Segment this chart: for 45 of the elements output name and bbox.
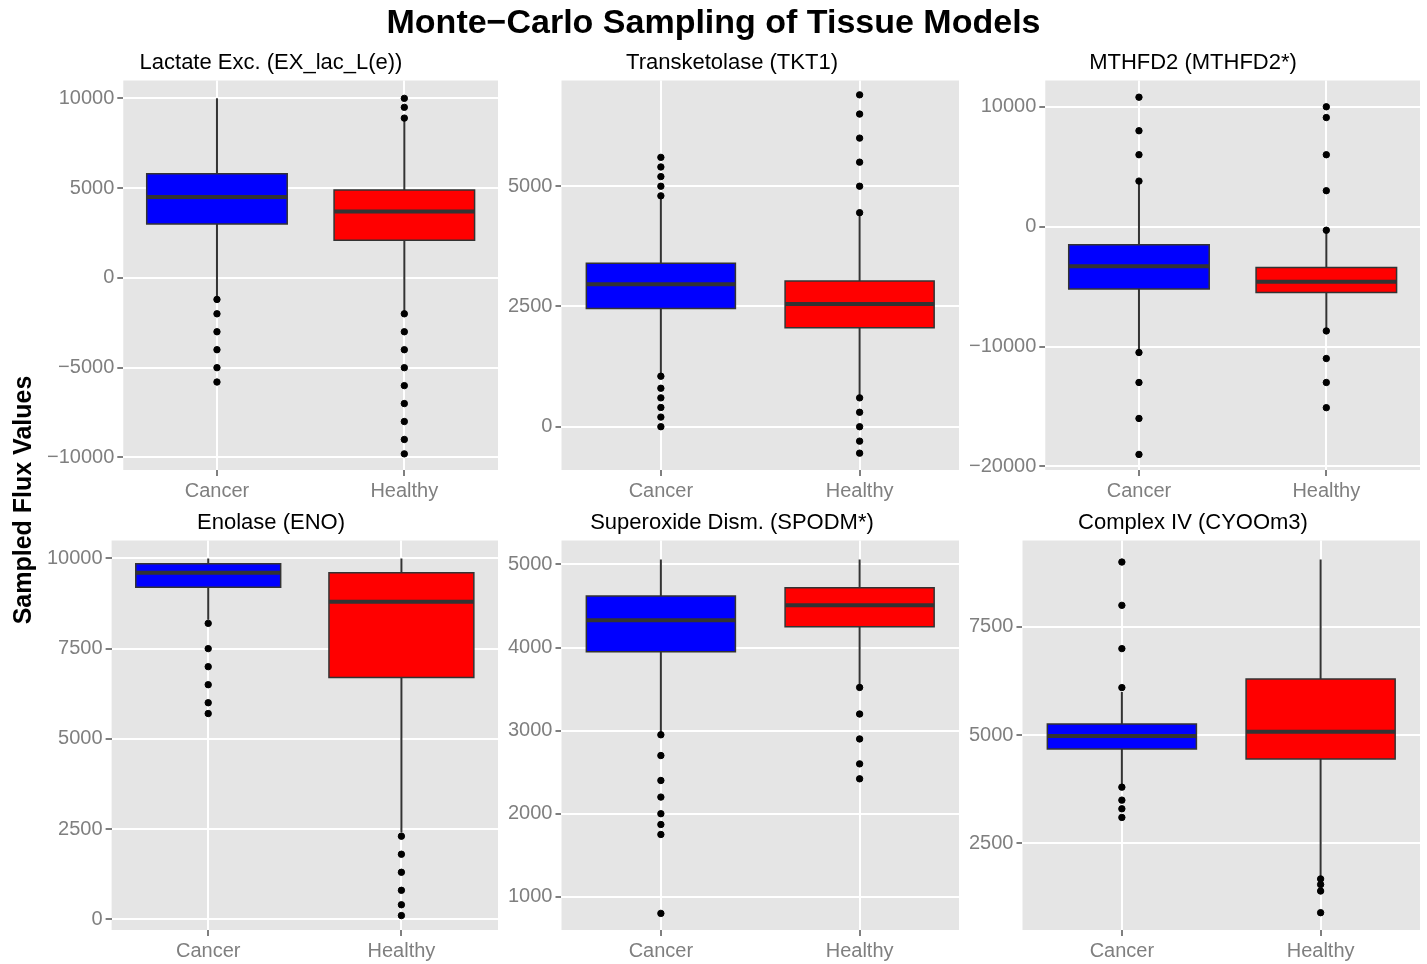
y-tick-label: −10000 — [47, 444, 115, 467]
y-tick-label: 4000 — [507, 635, 553, 658]
y-tick-label: 3000 — [507, 718, 553, 741]
x-tick-label: Cancer — [628, 938, 694, 961]
y-tick-label: 5000 — [507, 552, 553, 575]
x-tick-label: Cancer — [1106, 478, 1172, 501]
y-tick-label: 10000 — [58, 85, 115, 108]
chart-title: Enolase (ENO) — [197, 509, 345, 535]
y-tick-label: 10000 — [980, 94, 1037, 117]
x-tick-label: Healthy — [825, 938, 894, 961]
y-tick-label: 2000 — [507, 801, 553, 824]
y-tick-label: 0 — [91, 906, 103, 929]
y-tick-label: −5000 — [58, 355, 115, 378]
y-tick-label: 10000 — [46, 545, 103, 568]
chart-title: Lactate Exc. (EX_lac_L(e)) — [139, 49, 403, 75]
y-tick-label: 7500 — [58, 636, 103, 659]
y-axis-title: Sampled Flux Values — [7, 375, 37, 625]
y-tick-label: 0 — [541, 414, 553, 437]
x-tick-label: Healthy — [1292, 478, 1361, 501]
x-tick-label: Healthy — [1286, 938, 1355, 961]
y-tick-label: 5000 — [69, 175, 115, 198]
y-tick-label: 2500 — [968, 830, 1014, 853]
chart-title: Superoxide Dism. (SPODM*) — [590, 509, 874, 535]
y-tick-label: 5000 — [968, 722, 1014, 745]
x-tick-label: Cancer — [184, 478, 250, 501]
y-tick-label: 2500 — [507, 293, 553, 316]
x-tick-label: Cancer — [175, 938, 241, 961]
text: Monte−Carlo Sampling of Tissue Models — [385, 2, 1042, 41]
y-tick-label: 0 — [1025, 214, 1037, 237]
x-tick-label: Healthy — [370, 478, 439, 501]
chart-title: Transketolase (TKT1) — [626, 49, 838, 75]
y-tick-label: −10000 — [969, 334, 1037, 357]
y-tick-label: 0 — [103, 265, 115, 288]
y-tick-label: 5000 — [507, 173, 553, 196]
x-tick-label: Healthy — [825, 478, 894, 501]
x-tick-label: Cancer — [1089, 938, 1155, 961]
x-tick-label: Healthy — [367, 938, 436, 961]
y-tick-label: −20000 — [969, 453, 1037, 476]
x-tick-label: Cancer — [628, 478, 694, 501]
y-tick-label: 7500 — [968, 614, 1014, 637]
y-tick-label: 2500 — [58, 816, 103, 839]
y-tick-label: 1000 — [507, 884, 553, 907]
y-tick-label: 5000 — [58, 726, 103, 749]
chart-title: MTHFD2 (MTHFD2*) — [1089, 49, 1297, 75]
chart-title: Complex IV (CYOOm3) — [1078, 509, 1308, 535]
